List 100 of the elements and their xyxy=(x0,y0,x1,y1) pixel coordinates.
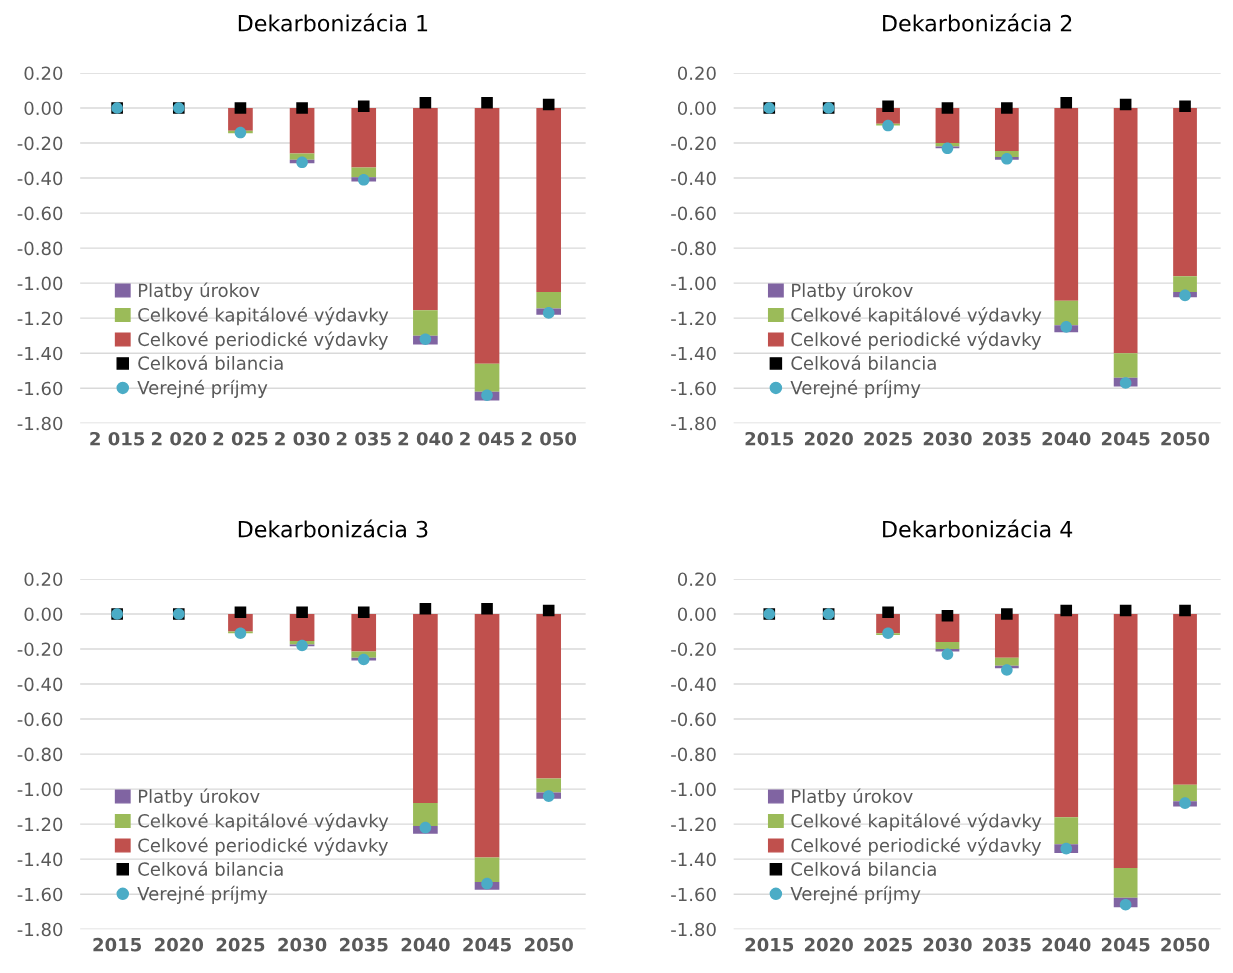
y-tick-label: -1.00 xyxy=(17,276,63,291)
y-tick-label: -0.60 xyxy=(671,712,716,727)
legend-label: Celková bilancia xyxy=(138,355,283,370)
y-tick-label: -0.40 xyxy=(671,677,716,692)
y-tick-label: -1.60 xyxy=(671,887,716,902)
y-tick-label: -1.20 xyxy=(671,311,716,326)
y-tick-label: -0.80 xyxy=(17,241,63,256)
legend-label: Verejné príjmy xyxy=(790,885,921,904)
y-tick-label: -1.80 xyxy=(671,416,716,431)
x-tick-label: 2025 xyxy=(864,937,912,952)
y-tick-label: 0.00 xyxy=(677,607,716,622)
legend-label: Celkové periodické výdavky xyxy=(791,837,1042,856)
y-tick-label: -1.60 xyxy=(671,381,716,396)
legend-label: Celkové periodické výdavky xyxy=(138,331,388,350)
legend-label: Celkové kapitálové výdavky xyxy=(138,306,389,326)
x-tick-label: 2025 xyxy=(216,937,265,952)
x-tick-label: 2020 xyxy=(804,937,853,952)
y-tick-label: -0.20 xyxy=(671,642,716,657)
x-tick-label: 2035 xyxy=(983,937,1031,952)
y-tick-label: -1.40 xyxy=(17,852,63,867)
y-tick-label: -1.20 xyxy=(671,817,716,832)
y-tick-label: -0.60 xyxy=(17,712,63,727)
x-tick-label: 2040 xyxy=(1042,937,1091,952)
y-tick-label: -0.60 xyxy=(17,206,63,221)
x-tick-label: 2 030 xyxy=(275,431,330,446)
legend-label: Celkové kapitálové výdavky xyxy=(791,306,1042,326)
x-tick-label: 2050 xyxy=(524,937,573,952)
x-tick-label: 2030 xyxy=(923,937,972,952)
chart-title: Dekarbonizácia 3 xyxy=(238,519,428,538)
y-tick-label: -1.20 xyxy=(17,817,63,832)
y-tick-label: 0.20 xyxy=(677,66,716,81)
legend-label: Platby úrokov xyxy=(138,788,260,807)
y-tick-label: -0.40 xyxy=(671,171,716,186)
x-tick-label: 2 040 xyxy=(398,431,453,446)
chart-title: Dekarbonizácia 1 xyxy=(238,13,428,32)
y-tick-label: -1.00 xyxy=(671,782,716,797)
x-tick-label: 2015 xyxy=(745,431,794,446)
x-tick-label: 2 015 xyxy=(90,431,145,446)
y-tick-label: -1.80 xyxy=(671,922,716,937)
y-tick-label: -1.40 xyxy=(671,852,716,867)
legend-label: Celkové kapitálové výdavky xyxy=(138,812,389,832)
chart-title: Dekarbonizácia 2 xyxy=(883,13,1072,32)
y-tick-label: -0.80 xyxy=(671,747,716,762)
chart-title: Dekarbonizácia 4 xyxy=(883,519,1073,538)
y-tick-label: -1.40 xyxy=(17,346,63,361)
x-tick-label: 2050 xyxy=(1161,937,1210,952)
x-tick-label: 2040 xyxy=(401,937,450,952)
x-tick-label: 2 025 xyxy=(213,431,268,446)
legend-label: Verejné príjmy xyxy=(137,885,268,904)
x-tick-label: 2050 xyxy=(1161,431,1210,446)
y-tick-label: -1.60 xyxy=(17,887,63,902)
x-tick-label: 2040 xyxy=(1042,431,1091,446)
legend-label: Celková bilancia xyxy=(138,861,283,876)
y-tick-label: -1.60 xyxy=(17,381,63,396)
legend-label: Verejné príjmy xyxy=(790,379,921,398)
y-tick-label: -0.80 xyxy=(17,747,63,762)
y-tick-label: -0.60 xyxy=(671,206,716,221)
y-tick-label: -1.80 xyxy=(17,922,63,937)
y-tick-label: -1.20 xyxy=(17,311,63,326)
y-tick-label: 0.00 xyxy=(24,607,63,622)
legend-label: Platby úrokov xyxy=(792,282,913,301)
y-tick-label: 0.20 xyxy=(24,66,63,81)
y-tick-label: -0.40 xyxy=(17,677,63,692)
x-tick-label: 2045 xyxy=(1101,431,1150,446)
y-tick-label: -0.40 xyxy=(17,171,63,186)
y-tick-label: 0.20 xyxy=(24,572,63,587)
y-tick-label: -1.40 xyxy=(671,346,716,361)
x-tick-label: 2 020 xyxy=(151,431,207,446)
y-tick-label: -1.00 xyxy=(671,276,716,291)
x-tick-label: 2 050 xyxy=(521,431,577,446)
x-tick-label: 2035 xyxy=(983,431,1031,446)
y-tick-label: 0.00 xyxy=(24,101,63,116)
y-tick-label: -1.00 xyxy=(17,782,63,797)
x-tick-label: 2020 xyxy=(804,431,853,446)
x-tick-label: 2 045 xyxy=(460,431,515,446)
x-tick-label: 2020 xyxy=(155,937,204,952)
y-tick-label: 0.00 xyxy=(677,101,716,116)
y-tick-label: 0.20 xyxy=(677,572,716,587)
y-tick-label: -0.80 xyxy=(671,241,716,256)
y-tick-label: -1.80 xyxy=(17,416,63,431)
x-tick-label: 2045 xyxy=(1101,937,1150,952)
x-tick-label: 2015 xyxy=(93,937,141,952)
x-tick-label: 2 035 xyxy=(336,431,391,446)
x-tick-label: 2035 xyxy=(340,937,388,952)
x-tick-label: 2045 xyxy=(463,937,511,952)
legend-label: Verejné príjmy xyxy=(137,379,268,398)
x-tick-label: 2025 xyxy=(864,431,912,446)
legend-label: Celkové kapitálové výdavky xyxy=(791,812,1042,832)
legend-label: Celková bilancia xyxy=(791,861,936,876)
legend-label: Platby úrokov xyxy=(138,282,260,301)
y-tick-label: -0.20 xyxy=(671,136,716,151)
x-tick-label: 2030 xyxy=(923,431,972,446)
legend-label: Celkové periodické výdavky xyxy=(791,331,1042,350)
legend-label: Celkové periodické výdavky xyxy=(138,837,388,856)
y-tick-label: -0.20 xyxy=(17,642,63,657)
x-tick-label: 2015 xyxy=(745,937,794,952)
legend-label: Platby úrokov xyxy=(792,788,913,807)
y-tick-label: -0.20 xyxy=(17,136,63,151)
x-tick-label: 2030 xyxy=(278,937,327,952)
legend-label: Celková bilancia xyxy=(791,355,936,370)
